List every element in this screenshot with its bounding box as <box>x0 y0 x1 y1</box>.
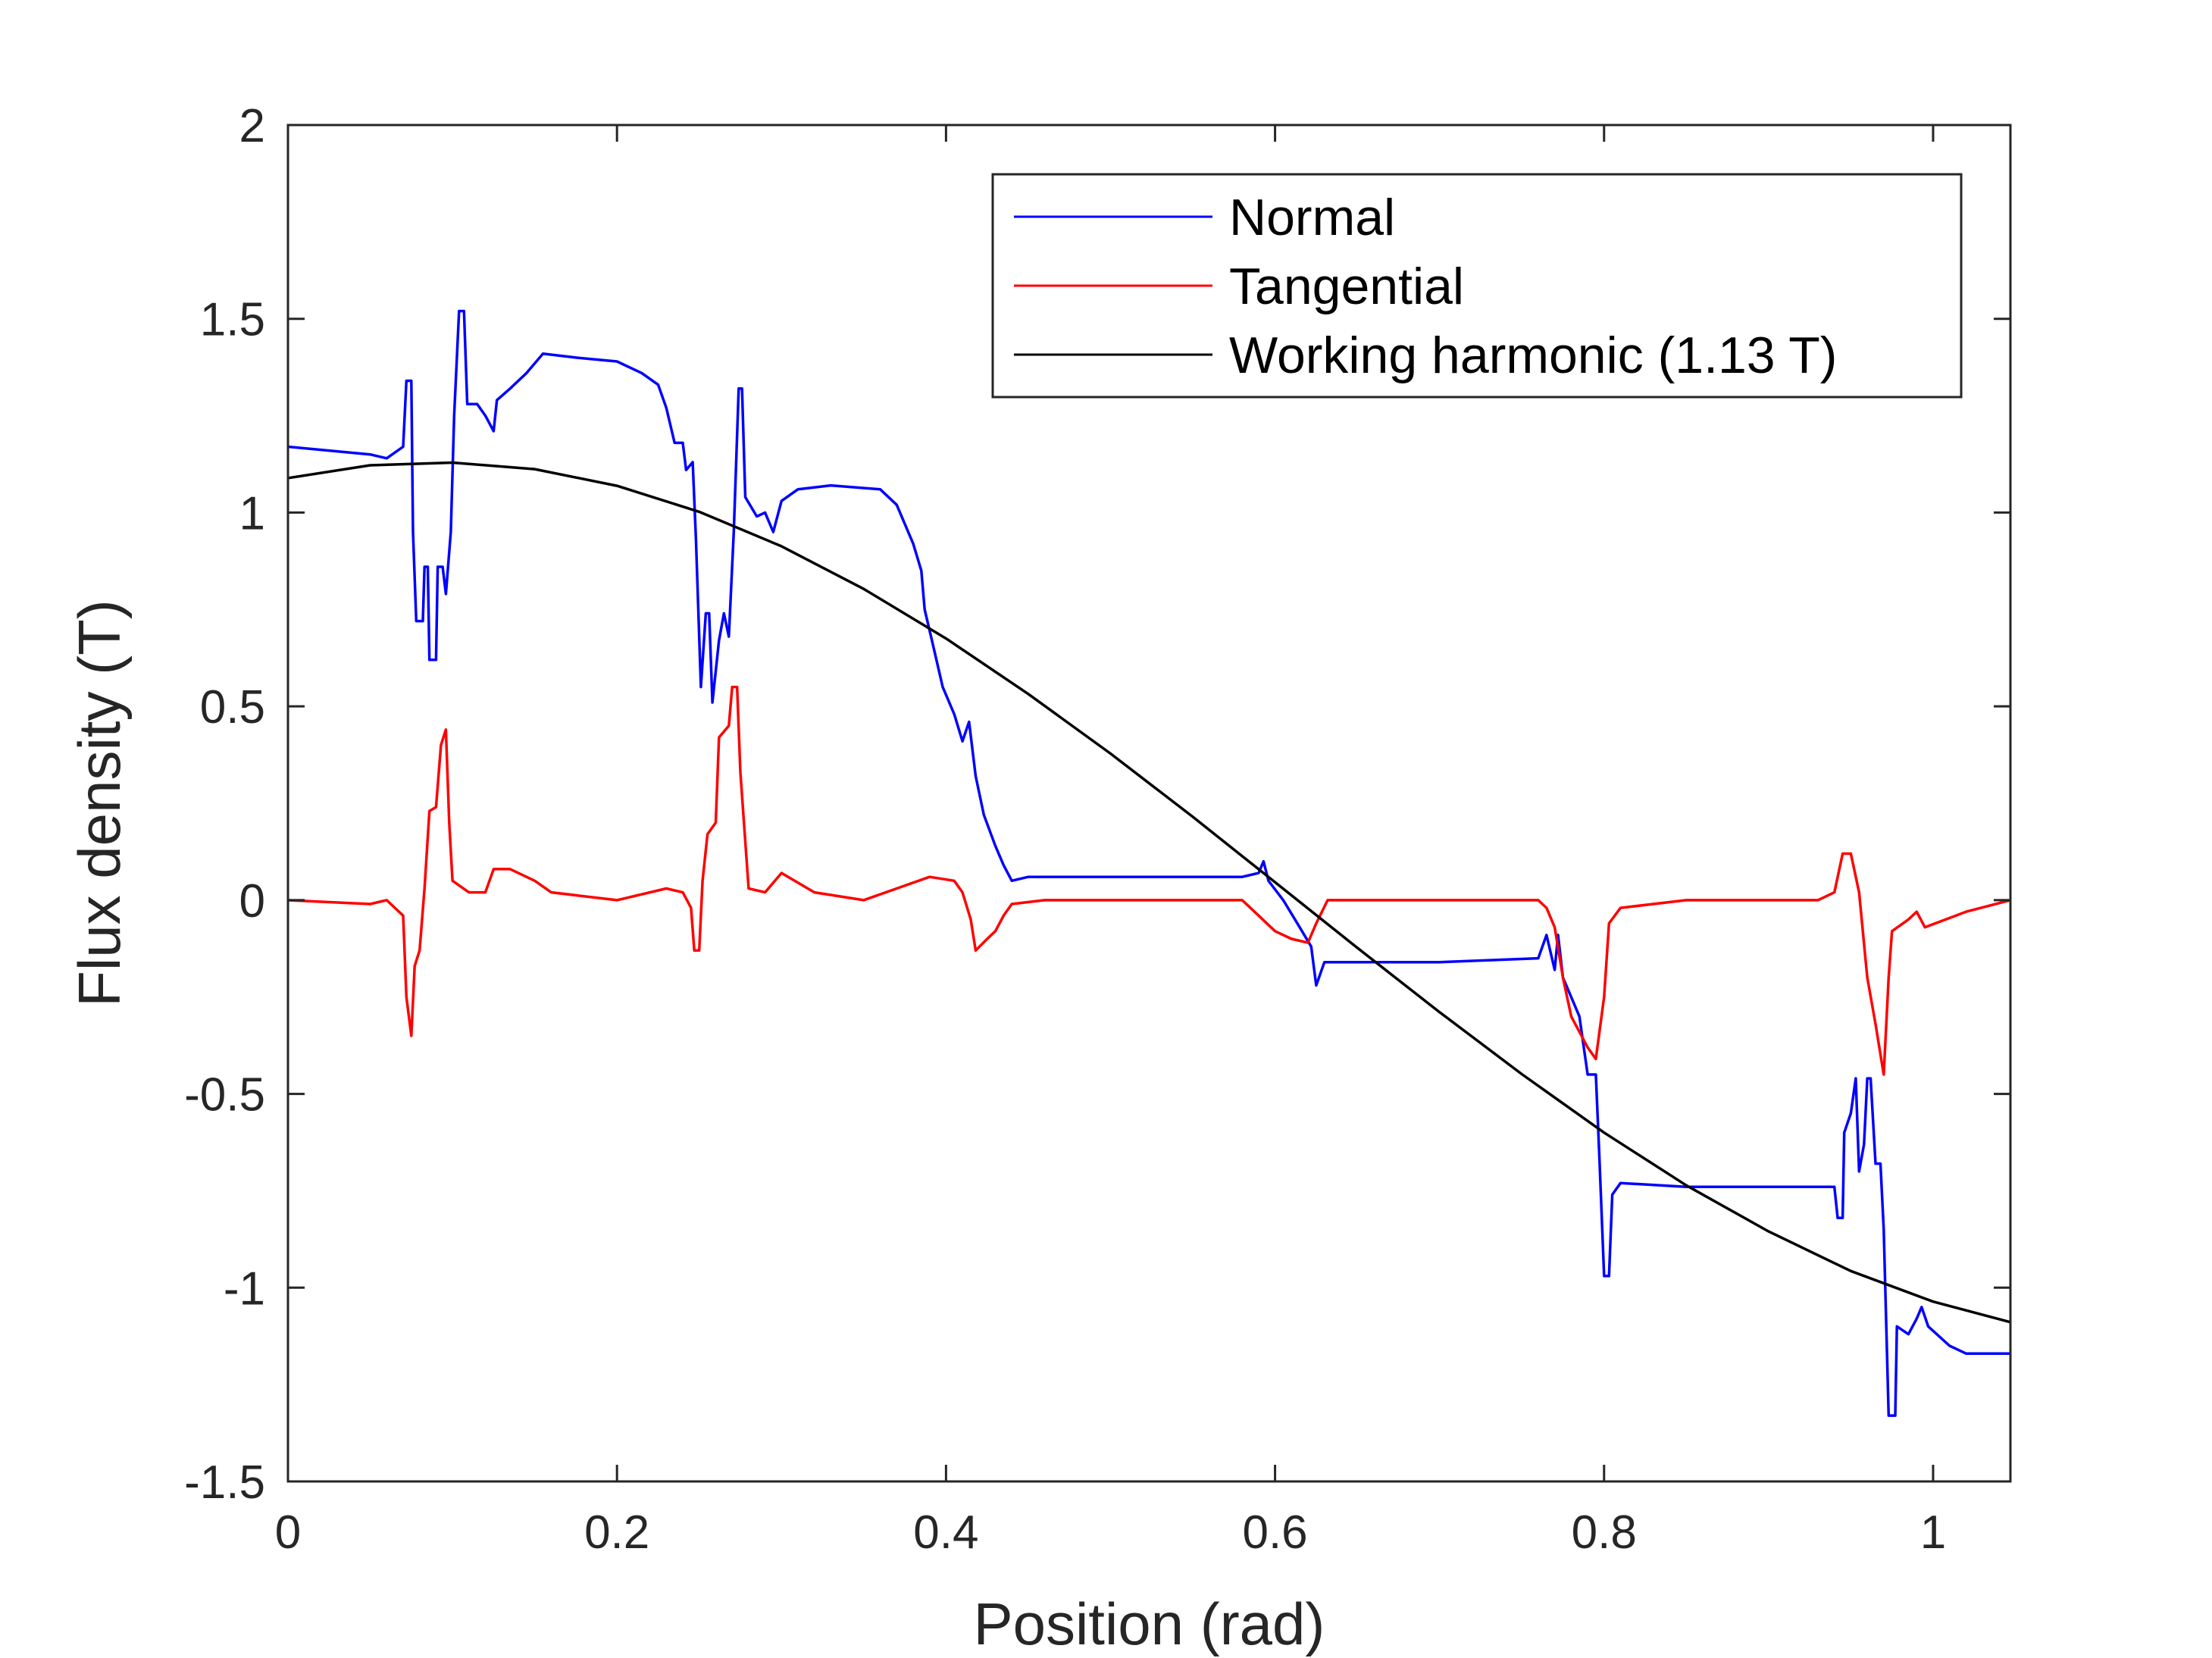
x-tick-label: 0.2 <box>584 1506 649 1559</box>
x-axis-label: Position (rad) <box>974 1591 1325 1657</box>
y-axis-label: Flux density (T) <box>66 599 133 1006</box>
series-layer <box>287 309 2011 1417</box>
y-tick-label: 2 <box>239 100 265 152</box>
legend: Normal Tangential Working harmonic (1.13… <box>991 173 1963 399</box>
x-tick-label: 0.6 <box>1242 1506 1307 1559</box>
y-tick-label: -1 <box>224 1262 265 1315</box>
x-tick-label: 0.8 <box>1572 1506 1637 1559</box>
series-line-tangential <box>287 685 2011 1076</box>
y-tick-label: 0.5 <box>200 681 265 734</box>
legend-label-tangential: Tangential <box>1229 258 1464 315</box>
y-tick-label: 1 <box>239 487 265 540</box>
x-tick-label: 0 <box>275 1506 301 1559</box>
axes-box <box>286 124 2012 1483</box>
y-tick-label: 1.5 <box>200 294 265 346</box>
x-tick-label: 0.4 <box>913 1506 978 1559</box>
legend-label-normal: Normal <box>1229 189 1395 246</box>
series-line-normal <box>287 309 2010 1417</box>
y-tick-label: 0 <box>239 875 265 928</box>
y-tick-label: -1.5 <box>184 1456 265 1509</box>
y-tick-label: -0.5 <box>184 1069 265 1121</box>
legend-label-working-harmonic: Working harmonic (1.13 T) <box>1229 327 1837 384</box>
ticks-layer: 0 0.2 0.4 0.6 0.8 1 -1.5 -1 -0.5 0 0.5 1 1.5 2 <box>184 100 2010 1559</box>
x-tick-label: 1 <box>1920 1506 1946 1559</box>
series-line-working <box>287 461 2011 1324</box>
